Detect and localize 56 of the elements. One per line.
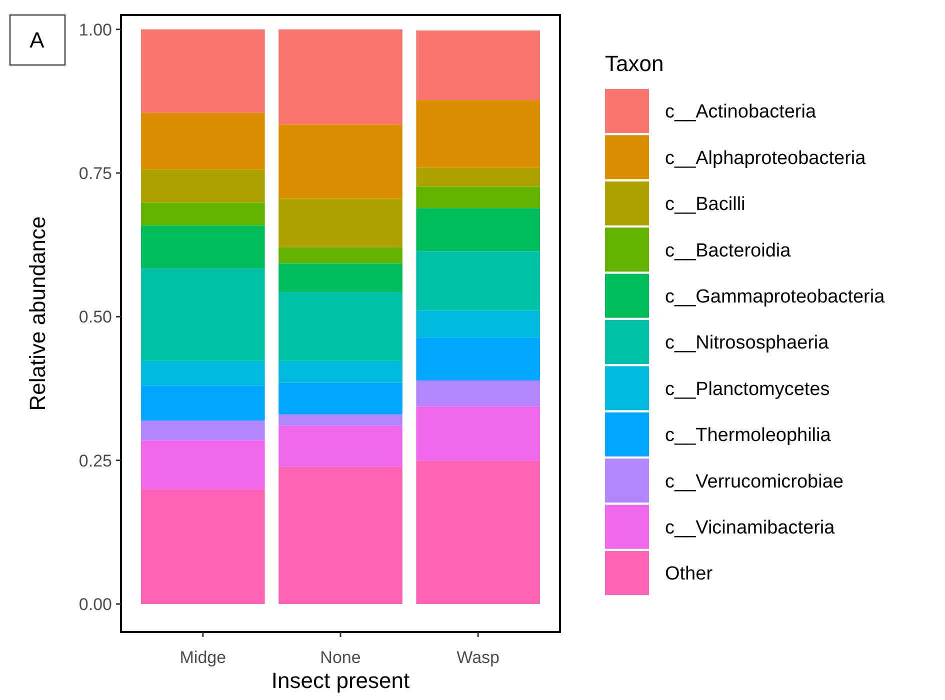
y-tick-label: 0.25	[78, 451, 112, 470]
bar	[416, 338, 540, 380]
bar	[278, 360, 402, 383]
bar	[416, 380, 540, 406]
bar	[278, 263, 402, 292]
legend-label: c__Bacilli	[665, 194, 746, 216]
bar	[278, 382, 402, 414]
bar	[416, 310, 540, 338]
text: A	[30, 28, 45, 53]
legend-label: c__Nitrososphaeria	[665, 332, 830, 354]
bar	[416, 208, 540, 252]
legend-label: c__Verrucomicrobiae	[665, 471, 844, 492]
bar	[278, 198, 402, 248]
bar	[141, 360, 265, 386]
bar	[278, 414, 402, 426]
legend-label: c__Planctomycetes	[665, 378, 830, 400]
y-axis-title: Relative abundance	[25, 216, 50, 411]
x-axis-title: Insect present	[271, 668, 410, 693]
y-tick-label: 0.00	[78, 594, 112, 614]
bar	[141, 420, 265, 440]
bar	[278, 124, 402, 198]
bar	[141, 112, 265, 170]
bar	[141, 440, 265, 490]
bar	[141, 489, 265, 604]
bar	[416, 100, 540, 168]
legend-label: c__Alphaproteobacteria	[665, 148, 866, 169]
x-tick-label: Wasp	[456, 648, 500, 667]
bar	[416, 251, 540, 310]
legend-title: Taxon	[605, 51, 664, 76]
bar	[141, 202, 265, 226]
bar	[416, 30, 540, 100]
bar	[416, 186, 540, 208]
bar	[141, 170, 265, 202]
legend-label: Other	[665, 564, 714, 585]
bar	[278, 426, 402, 467]
bar	[141, 268, 265, 361]
bar	[141, 386, 265, 421]
bar	[416, 406, 540, 460]
y-tick-label: 1.00	[78, 20, 112, 40]
y-tick-label: 0.75	[78, 164, 112, 183]
legend-label: c__Actinobacteria	[665, 102, 816, 123]
legend-label: c__Thermoleophilia	[665, 425, 832, 446]
x-tick-label: Midge	[180, 648, 226, 667]
x-tick-label: None	[320, 648, 361, 667]
bar	[141, 29, 265, 113]
bar	[278, 247, 402, 264]
legend-label: c__Gammaproteobacteria	[665, 286, 886, 308]
bar	[278, 292, 402, 361]
bar	[278, 466, 402, 604]
bar	[141, 225, 265, 268]
bar	[416, 168, 540, 186]
legend-label: c__Bacteroidia	[665, 240, 792, 262]
y-tick-label: 0.50	[78, 308, 112, 327]
bar	[278, 29, 402, 124]
bar	[416, 460, 540, 604]
legend-label: c__Vicinamibacteria	[665, 517, 836, 538]
